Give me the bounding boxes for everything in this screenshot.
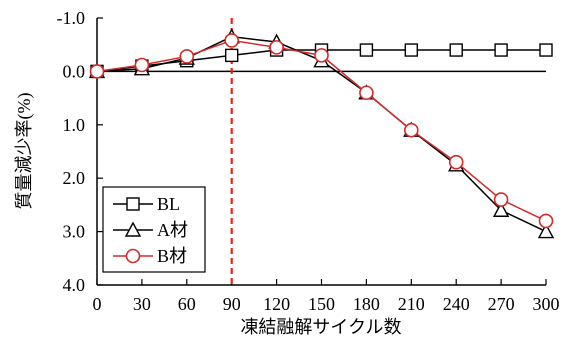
x-axis-title: 凍結融解サイクル数 — [240, 317, 401, 337]
x-tick-label: 90 — [223, 294, 241, 314]
legend-items: BL A材 B材 — [113, 194, 188, 266]
series-layer — [88, 28, 555, 239]
data-point — [359, 43, 374, 57]
data-point — [134, 57, 150, 73]
x-tick-label: 60 — [178, 294, 196, 314]
data-point — [494, 43, 508, 57]
data-point — [537, 223, 555, 239]
legend-marker-circle — [125, 248, 141, 264]
x-tick-group: 0 30 60 90 120 150 180 210 240 270 300 — [93, 279, 560, 314]
legend-marker-square — [126, 197, 140, 211]
data-point — [403, 122, 419, 138]
data-point — [89, 64, 105, 79]
x-tick-label: 300 — [533, 294, 560, 314]
x-tick-label: 180 — [353, 294, 380, 314]
legend: BL A材 B材 — [102, 186, 206, 273]
plot-area: -1.0 0.0 1.0 2.0 3.0 4.0 0 30 60 90 120 150 180 210 2… — [57, 8, 560, 314]
y-tick-label: 1.0 — [63, 115, 86, 135]
x-tick-label: 210 — [398, 294, 425, 314]
data-point — [448, 154, 464, 170]
legend-label: BL — [157, 194, 180, 214]
y-axis-title: 質量減少率(%) — [14, 93, 35, 210]
x-tick-label: 30 — [133, 294, 151, 314]
data-point — [492, 201, 510, 217]
data-point — [404, 43, 418, 57]
x-tick-label: 240 — [443, 294, 470, 314]
data-point — [538, 213, 554, 229]
y-tick-label: 0.0 — [63, 61, 86, 81]
data-point — [269, 40, 284, 55]
legend-label: B材 — [157, 246, 187, 266]
data-point — [314, 48, 329, 63]
y-tick-label: 4.0 — [63, 275, 86, 295]
data-point — [224, 48, 239, 63]
y-tick-label: 2.0 — [63, 168, 86, 188]
x-tick-label: 150 — [308, 294, 335, 314]
data-point — [359, 85, 374, 101]
x-tick-label: 120 — [263, 294, 290, 314]
x-tick-label: 0 — [93, 294, 102, 314]
reference-lines — [97, 18, 546, 285]
data-point — [224, 33, 239, 48]
x-tick-label: 270 — [488, 294, 515, 314]
y-tick-label: -1.0 — [57, 8, 86, 28]
legend-marker-triangle — [124, 221, 142, 237]
data-point — [493, 192, 509, 207]
legend-label: A材 — [157, 220, 188, 240]
data-point — [539, 43, 553, 57]
data-point — [449, 43, 463, 57]
data-point — [179, 49, 195, 64]
y-tick-label: 3.0 — [63, 222, 86, 242]
series-circle — [89, 33, 554, 229]
y-tick-group: -1.0 0.0 1.0 2.0 3.0 4.0 — [57, 8, 103, 295]
